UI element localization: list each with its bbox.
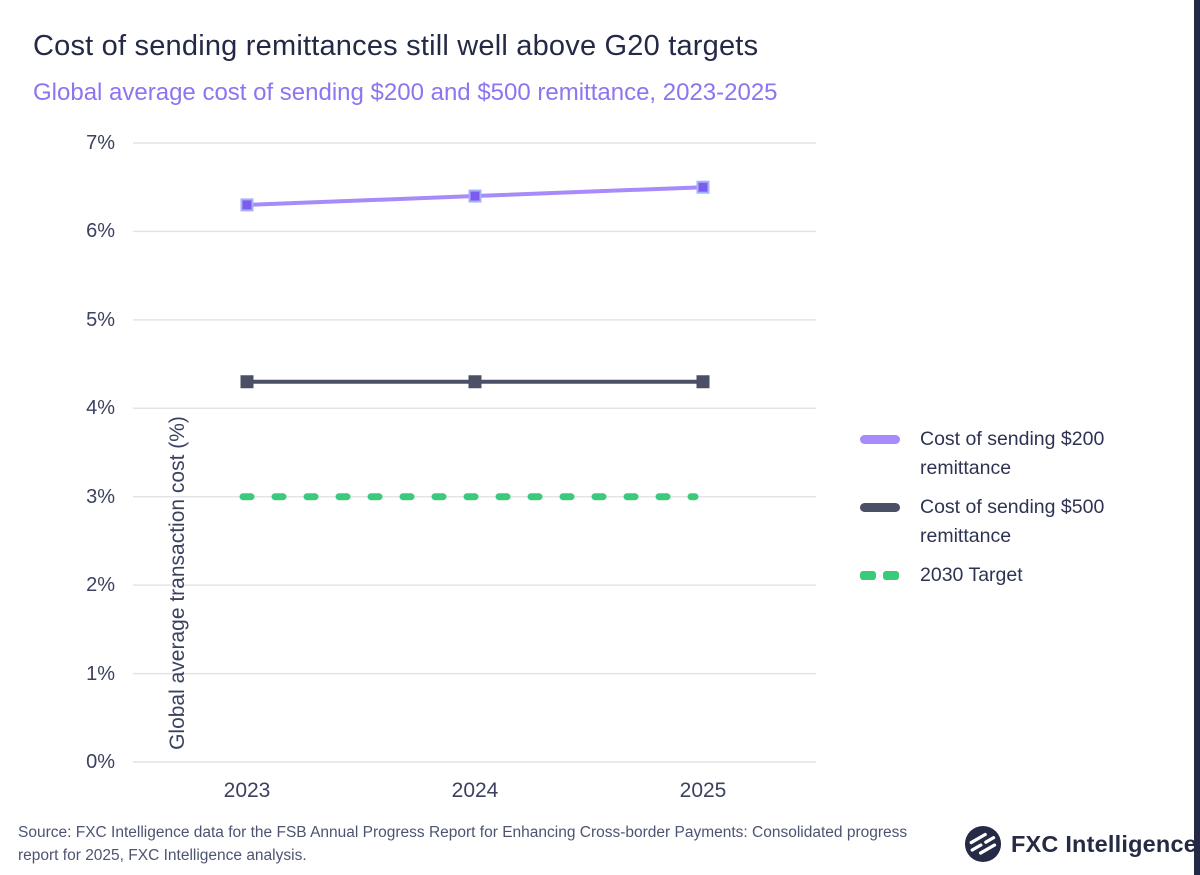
y-tick-label: 5% [86,308,115,331]
y-tick-label: 0% [86,751,115,773]
y-tick-label: 2% [86,574,115,597]
legend-label: 2030 Target [920,564,1023,586]
y-tick-label: 3% [86,485,115,508]
legend-label: Cost of sending $200 remittance [920,428,1105,479]
series-marker [468,189,482,203]
series-marker [696,180,710,194]
fxc-globe-icon [964,825,1002,863]
series-marker [468,375,482,389]
y-tick-label: 6% [86,220,115,243]
y-tick-label: 1% [86,662,115,685]
series-marker [696,375,710,389]
plot-area: Global average transaction cost (%) [133,130,816,775]
legend-swatch [860,571,900,580]
legend-label: Cost of sending $500 remittance [920,496,1105,547]
source-note: Source: FXC Intelligence data for the FS… [18,824,908,864]
legend-item: 2030 Target [860,561,1185,590]
brand-edge-bar [1194,0,1200,875]
series-marker [240,198,254,212]
series-marker [240,375,254,389]
x-tick-label: 2024 [451,779,499,802]
y-tick-label: 4% [86,397,115,420]
logo-text: FXC Intelligence [1011,830,1198,857]
x-tick-label: 2025 [679,779,727,802]
x-tick-label: 2023 [223,779,271,802]
legend-item: Cost of sending $200 remittance [860,425,1185,483]
line-chart [133,142,816,763]
legend-swatch [860,503,900,512]
page-title: Cost of sending remittances still well a… [33,30,759,62]
fxc-intelligence-logo: FXC Intelligence [964,825,1197,863]
y-tick-label: 7% [86,131,115,154]
legend-item: Cost of sending $500 remittance [860,493,1185,551]
chart-legend: Cost of sending $200 remittance Cost of s… [860,425,1185,590]
legend-swatch [860,435,900,444]
page-subtitle: Global average cost of sending $200 and … [33,79,778,106]
